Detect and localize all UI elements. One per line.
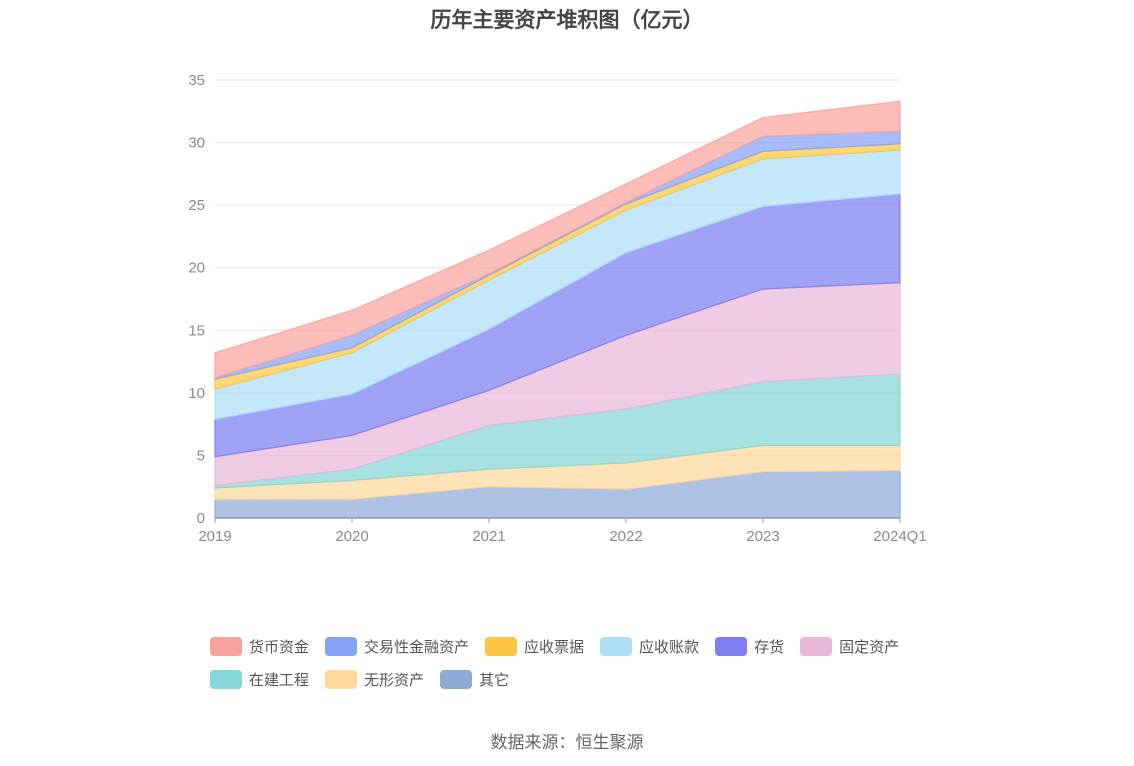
legend-swatch [485,637,518,656]
legend-row: 货币资金 交易性金融资产 应收票据 应收账款 存货 固定资产 [210,630,950,663]
legend-row: 在建工程 无形资产 其它 [210,663,950,696]
legend-swatch [440,670,473,689]
legend-swatch [325,670,358,689]
x-tick-label: 2019 [198,528,231,545]
legend-swatch [210,637,242,656]
legend-item[interactable]: 在建工程 [210,669,309,690]
chart-title: 历年主要资产堆积图（亿元） [430,9,704,32]
x-tick-label: 2022 [609,528,642,545]
legend-swatch [800,637,833,656]
y-tick-label: 20 [188,260,205,277]
y-tick-label: 15 [188,322,205,339]
legend-label: 无形资产 [364,672,425,689]
legend-swatch [715,637,748,656]
x-tick-label: 2024Q1 [873,528,926,545]
chart-legend: 货币资金 交易性金融资产 应收票据 应收账款 存货 固定资产在建工程 无形资产 其它 [210,630,950,696]
legend-label: 在建工程 [249,672,310,689]
legend-swatch [325,637,358,656]
data-source: 数据来源：恒生聚源 [490,733,644,752]
legend-item[interactable]: 固定资产 [800,636,899,657]
legend-label: 货币资金 [249,639,310,656]
legend-label: 应收账款 [639,639,700,656]
legend-item[interactable]: 应收票据 [485,636,584,657]
legend-label: 交易性金融资产 [364,639,470,656]
legend-item[interactable]: 存货 [715,636,784,657]
y-tick-label: 0 [197,510,205,527]
legend-item[interactable]: 无形资产 [325,669,424,690]
legend-swatch [600,637,633,656]
legend-item[interactable]: 其它 [440,669,509,690]
legend-item[interactable]: 交易性金融资产 [325,636,469,657]
x-tick-label: 2023 [746,528,779,545]
legend-item[interactable]: 应收账款 [600,636,699,657]
legend-item[interactable]: 货币资金 [210,636,309,657]
legend-label: 固定资产 [839,639,900,656]
x-tick-label: 2021 [472,528,505,545]
area-series [214,100,901,379]
stacked-area-chart: 0 5 10 15 20 25 30 35 2019 2020 2021 2022 2023 2024Q1 [188,72,926,545]
legend-label: 其它 [479,672,510,689]
y-tick-label: 5 [197,447,205,464]
axes: 0 5 10 15 20 25 30 35 2019 2020 2021 2022 2023 2024Q1 [188,72,926,545]
y-tick-label: 25 [188,197,205,214]
legend-swatch [210,670,242,689]
area-series-group [214,100,901,519]
legend-label: 应收票据 [524,639,585,656]
y-tick-label: 10 [188,385,205,402]
x-tick-label: 2020 [335,528,368,545]
y-tick-label: 30 [188,135,205,152]
legend-label: 存货 [754,639,785,656]
y-tick-label: 35 [188,72,205,89]
